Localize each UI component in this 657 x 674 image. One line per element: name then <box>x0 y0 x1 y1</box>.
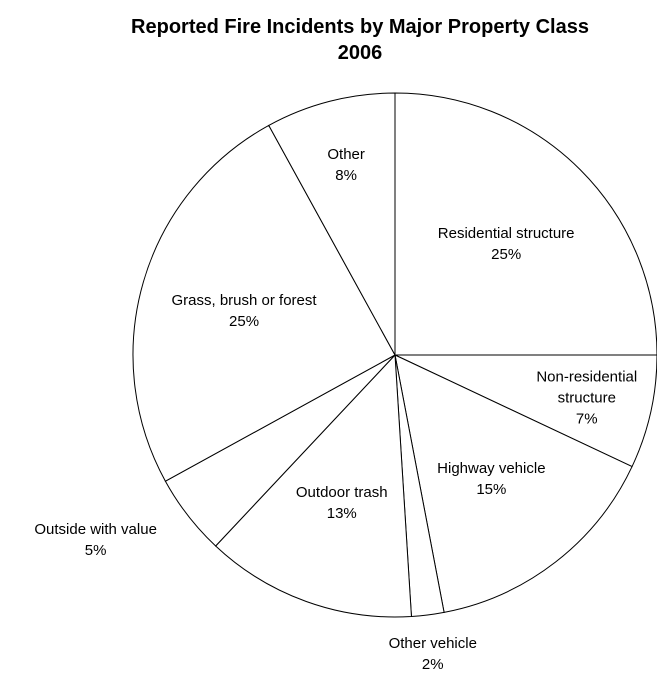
slice-label: Other vehicle 2% <box>389 633 477 674</box>
pie-slice <box>268 92 396 356</box>
slice-name: Grass, brush or forest <box>171 292 317 310</box>
slice-value: 7% <box>575 410 598 428</box>
slice-label: Outdoor trash 13% <box>296 482 388 524</box>
slice-name: Non-residential structure <box>536 368 638 407</box>
chart-title: Reported Fire Incidents by Major Propert… <box>131 16 589 38</box>
slice-name: Highway vehicle <box>437 460 546 478</box>
slice-label: Highway vehicle 15% <box>437 458 545 500</box>
slice-label: Outside with value 5% <box>34 519 157 561</box>
pie-slice <box>214 353 412 618</box>
slice-label: Non-residential structure 7% <box>524 366 649 429</box>
slice-label: Grass, brush or forest 25% <box>172 290 317 332</box>
slice-name: Other <box>327 145 365 163</box>
pie-slice <box>394 354 633 613</box>
slice-name: Outside with value <box>34 520 157 538</box>
slice-value: 25% <box>491 245 522 263</box>
slice-value: 15% <box>476 481 507 499</box>
slice-label: Residential structure 25% <box>438 223 575 265</box>
pie-slice <box>394 92 657 356</box>
chart-subtitle: 2006 <box>337 42 383 64</box>
slice-value: 2% <box>421 655 444 673</box>
slice-label: Other 8% <box>284 144 409 186</box>
slice-name: Other vehicle <box>388 634 477 652</box>
slice-value: 13% <box>326 504 357 522</box>
slice-name: Residential structure <box>437 224 575 242</box>
slice-value: 25% <box>229 313 260 331</box>
slice-value: 8% <box>335 166 357 184</box>
slice-name: Outdoor trash <box>295 483 388 501</box>
pie-slice <box>132 124 396 482</box>
slice-value: 5% <box>84 541 107 559</box>
